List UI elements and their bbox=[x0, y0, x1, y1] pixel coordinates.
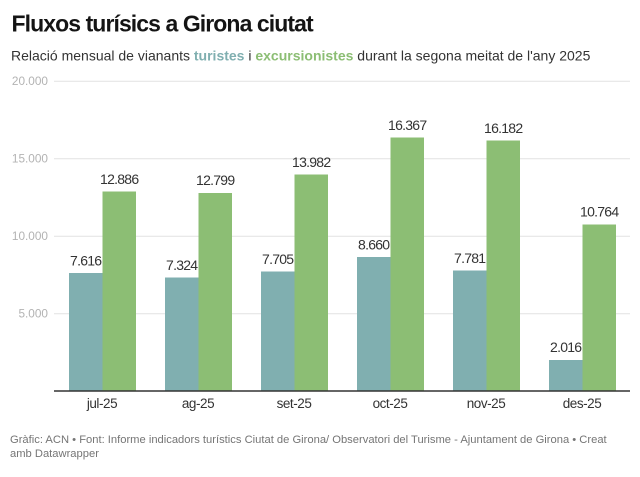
svg-text:2.016: 2.016 bbox=[550, 339, 582, 355]
svg-text:Relació mensual de vianants tu: Relació mensual de vianants turistes i e… bbox=[11, 47, 591, 63]
svg-text:16.182: 16.182 bbox=[484, 120, 523, 136]
svg-text:10.764: 10.764 bbox=[580, 204, 619, 220]
svg-text:set-25: set-25 bbox=[277, 396, 312, 411]
svg-text:12.799: 12.799 bbox=[196, 172, 235, 188]
svg-text:jul-25: jul-25 bbox=[86, 396, 117, 411]
svg-text:7.781: 7.781 bbox=[454, 250, 486, 266]
svg-text:7.324: 7.324 bbox=[166, 257, 198, 273]
svg-text:20.000: 20.000 bbox=[12, 74, 49, 88]
svg-text:7.705: 7.705 bbox=[262, 251, 294, 267]
svg-text:10.000: 10.000 bbox=[12, 229, 49, 243]
svg-text:8.660: 8.660 bbox=[358, 236, 390, 252]
svg-text:7.616: 7.616 bbox=[70, 252, 102, 268]
svg-text:16.367: 16.367 bbox=[388, 117, 427, 133]
svg-text:13.982: 13.982 bbox=[292, 154, 331, 170]
svg-text:ag-25: ag-25 bbox=[182, 396, 214, 411]
svg-text:Gràfic: ACN • Font: Informe in: Gràfic: ACN • Font: Informe indicadors t… bbox=[10, 434, 608, 446]
svg-text:des-25: des-25 bbox=[563, 396, 602, 411]
svg-text:nov-25: nov-25 bbox=[467, 396, 506, 411]
svg-text:amb Datawrapper: amb Datawrapper bbox=[10, 448, 99, 460]
svg-text:15.000: 15.000 bbox=[12, 151, 49, 165]
svg-text:12.886: 12.886 bbox=[100, 171, 139, 187]
svg-text:oct-25: oct-25 bbox=[373, 396, 408, 411]
svg-text:Fluxos turísics a Girona ciuta: Fluxos turísics a Girona ciutat bbox=[12, 10, 314, 36]
svg-text:5.000: 5.000 bbox=[18, 306, 48, 320]
